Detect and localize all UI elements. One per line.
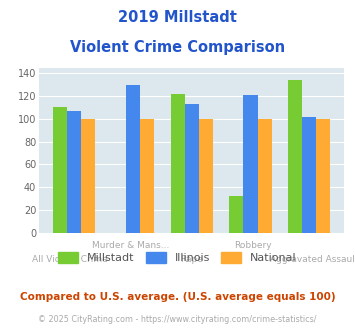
Text: Rape: Rape xyxy=(180,255,203,264)
Bar xyxy=(244,95,258,233)
Text: 2019 Millstadt: 2019 Millstadt xyxy=(118,10,237,25)
Bar xyxy=(288,80,302,233)
Bar xyxy=(185,104,199,233)
Text: All Violent Crime: All Violent Crime xyxy=(32,255,108,264)
Bar xyxy=(53,108,67,233)
Text: Robbery: Robbery xyxy=(234,241,272,250)
Bar xyxy=(302,116,316,233)
Text: Violent Crime Comparison: Violent Crime Comparison xyxy=(70,40,285,54)
Bar xyxy=(140,119,154,233)
Text: Compared to U.S. average. (U.S. average equals 100): Compared to U.S. average. (U.S. average … xyxy=(20,292,335,302)
Bar xyxy=(81,119,95,233)
Legend: Millstadt, Illinois, National: Millstadt, Illinois, National xyxy=(58,252,297,263)
Bar xyxy=(316,119,331,233)
Text: Murder & Mans...: Murder & Mans... xyxy=(92,241,169,250)
Bar xyxy=(67,111,81,233)
Bar xyxy=(170,94,185,233)
Bar xyxy=(199,119,213,233)
Bar xyxy=(126,85,140,233)
Bar xyxy=(229,196,244,233)
Bar xyxy=(258,119,272,233)
Text: © 2025 CityRating.com - https://www.cityrating.com/crime-statistics/: © 2025 CityRating.com - https://www.city… xyxy=(38,315,317,324)
Text: Aggravated Assault: Aggravated Assault xyxy=(269,255,355,264)
